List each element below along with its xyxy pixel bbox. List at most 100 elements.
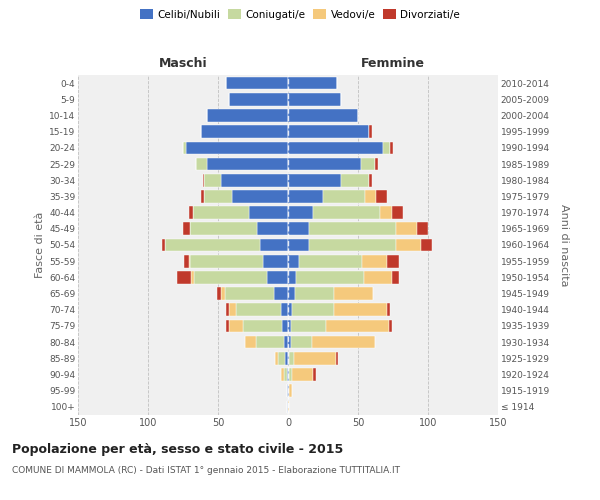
Bar — [190, 255, 263, 268]
Bar — [284, 368, 287, 381]
Bar — [388, 304, 390, 316]
Bar — [417, 222, 428, 235]
Text: Popolazione per età, sesso e stato civile - 2015: Popolazione per età, sesso e stato civil… — [12, 442, 343, 456]
Bar — [275, 352, 278, 364]
Bar — [226, 320, 229, 332]
Bar — [278, 352, 285, 364]
Bar — [388, 255, 398, 268]
Bar — [369, 126, 372, 138]
Bar — [288, 384, 289, 397]
Bar — [188, 206, 193, 219]
Bar — [186, 142, 288, 154]
Bar — [284, 336, 288, 348]
Bar — [288, 174, 341, 186]
Bar — [293, 352, 335, 364]
Bar — [288, 336, 291, 348]
Bar — [313, 206, 380, 219]
Bar — [291, 336, 312, 348]
Bar — [285, 352, 288, 364]
Y-axis label: Fasce di età: Fasce di età — [35, 212, 45, 278]
Bar — [162, 238, 165, 252]
Bar — [287, 400, 288, 413]
Bar — [232, 190, 288, 202]
Bar — [201, 126, 288, 138]
Bar — [288, 320, 291, 332]
Bar — [392, 206, 403, 219]
Bar — [292, 368, 313, 381]
Text: COMUNE DI MAMMOLA (RC) - Dati ISTAT 1° gennaio 2015 - Elaborazione TUTTITALIA.IT: COMUNE DI MAMMOLA (RC) - Dati ISTAT 1° g… — [12, 466, 400, 475]
Bar — [288, 352, 289, 364]
Bar — [183, 222, 190, 235]
Bar — [392, 271, 398, 283]
Bar — [256, 336, 284, 348]
Bar — [288, 93, 341, 106]
Bar — [380, 206, 392, 219]
Bar — [289, 384, 292, 397]
Bar — [364, 271, 392, 283]
Bar — [229, 320, 243, 332]
Bar — [299, 255, 362, 268]
Bar — [226, 304, 229, 316]
Bar — [281, 304, 288, 316]
Bar — [376, 190, 388, 202]
Bar — [194, 271, 267, 283]
Bar — [288, 77, 337, 90]
Bar — [287, 368, 288, 381]
Bar — [288, 190, 323, 202]
Bar — [203, 174, 204, 186]
Bar — [288, 142, 383, 154]
Bar — [313, 368, 316, 381]
Bar — [217, 288, 221, 300]
Bar — [190, 222, 257, 235]
Bar — [288, 288, 295, 300]
Bar — [312, 336, 375, 348]
Bar — [249, 206, 288, 219]
Bar — [288, 304, 292, 316]
Bar — [323, 190, 365, 202]
Bar — [207, 158, 288, 170]
Bar — [295, 288, 334, 300]
Bar — [341, 174, 369, 186]
Bar — [288, 206, 313, 219]
Bar — [245, 336, 256, 348]
Bar — [204, 174, 221, 186]
Bar — [288, 222, 309, 235]
Bar — [396, 238, 421, 252]
Bar — [260, 238, 288, 252]
Bar — [257, 222, 288, 235]
Bar — [296, 271, 364, 283]
Bar — [369, 174, 372, 186]
Bar — [289, 352, 293, 364]
Bar — [288, 400, 289, 413]
Bar — [221, 288, 225, 300]
Bar — [225, 288, 274, 300]
Legend: Celibi/Nubili, Coniugati/e, Vedovi/e, Divorziati/e: Celibi/Nubili, Coniugati/e, Vedovi/e, Di… — [136, 5, 464, 24]
Bar — [236, 304, 281, 316]
Bar — [226, 77, 288, 90]
Text: Femmine: Femmine — [361, 57, 425, 70]
Bar — [204, 190, 232, 202]
Bar — [288, 271, 296, 283]
Bar — [263, 255, 288, 268]
Bar — [178, 271, 191, 283]
Bar — [289, 368, 292, 381]
Bar — [288, 255, 299, 268]
Bar — [191, 271, 194, 283]
Bar — [375, 158, 377, 170]
Bar — [193, 206, 249, 219]
Bar — [288, 126, 369, 138]
Bar — [326, 320, 389, 332]
Bar — [274, 288, 288, 300]
Bar — [334, 288, 373, 300]
Bar — [183, 142, 186, 154]
Bar — [390, 142, 393, 154]
Bar — [421, 238, 432, 252]
Text: Maschi: Maschi — [158, 57, 208, 70]
Bar — [362, 255, 388, 268]
Bar — [365, 190, 376, 202]
Bar — [281, 368, 284, 381]
Bar — [291, 320, 326, 332]
Bar — [288, 109, 358, 122]
Bar — [229, 93, 288, 106]
Bar — [396, 222, 417, 235]
